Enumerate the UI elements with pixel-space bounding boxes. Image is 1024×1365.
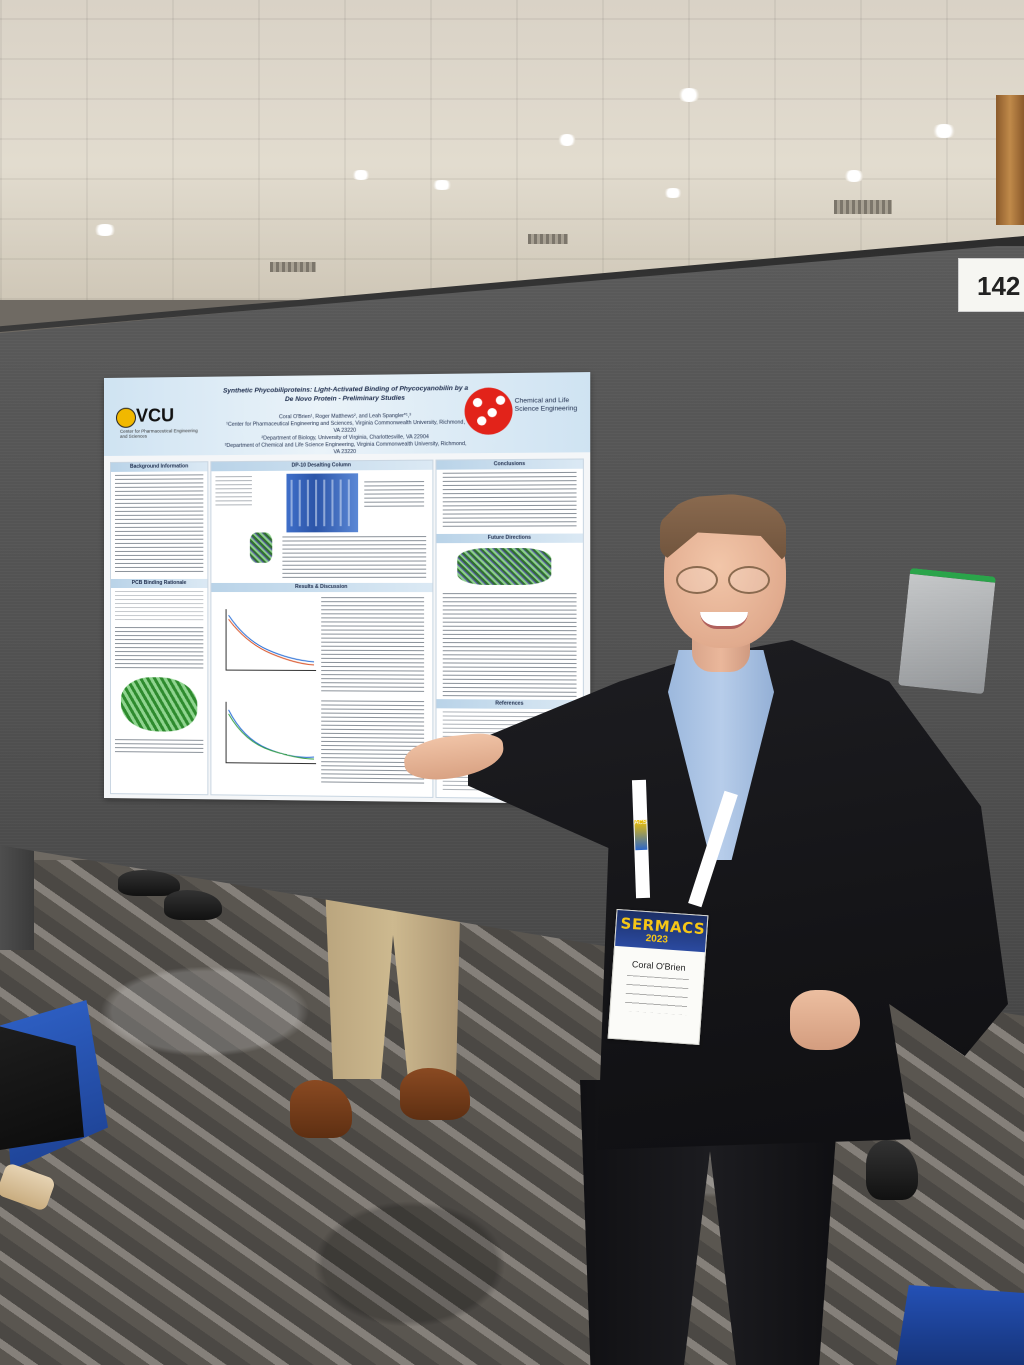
- ceiling-vent: [528, 234, 568, 244]
- badge-banner: SERMACS 2023: [615, 910, 707, 952]
- glasses-lens-icon: [676, 566, 718, 594]
- board-number-tag: 142: [958, 258, 1024, 312]
- ziploc-bag: [898, 568, 996, 694]
- background-person-leg: [0, 840, 34, 950]
- vcu-logo-text: VCU: [136, 405, 174, 426]
- vcu-seal-icon: [116, 408, 136, 428]
- absorbance-plot: [226, 702, 317, 764]
- poster-header: VCU Center for Pharmaceutical Engineerin…: [104, 372, 590, 456]
- ceiling-light: [676, 88, 702, 102]
- body-text: [115, 627, 203, 671]
- section-header: Background Information: [111, 462, 207, 472]
- poster-title: Synthetic Phycobiliproteins: Light-Activ…: [223, 384, 469, 405]
- molecule-structure: [115, 591, 203, 621]
- protein-structure-image: [121, 677, 197, 732]
- caption-text: [364, 481, 424, 508]
- badge-attendee-name: Coral O'Brien: [614, 958, 704, 974]
- ceiling-vent: [270, 262, 316, 272]
- absorbance-plot: [226, 609, 317, 671]
- body-text: [443, 472, 577, 530]
- poster-column-left: Background Information PCB Binding Ratio…: [110, 461, 208, 795]
- body-text: [282, 536, 426, 579]
- cls-logo-text: Chemical and Life Science Engineering: [515, 397, 589, 414]
- body-text: [321, 700, 424, 786]
- body-text: [443, 593, 577, 698]
- protein-structure-image: [457, 548, 551, 585]
- glasses-lens-icon: [728, 566, 770, 594]
- ceiling-light: [930, 124, 958, 138]
- poster-authors: Coral O'Brien¹, Roger Matthews², and Lea…: [223, 412, 469, 457]
- ceiling-light: [430, 180, 454, 190]
- vcu-logo-subtitle: Center for Pharmaceutical Engineering an…: [120, 428, 200, 439]
- section-header: Results & Discussion: [211, 583, 432, 592]
- body-text: [321, 597, 424, 695]
- body-text: [115, 474, 203, 575]
- section-header: Conclusions: [437, 460, 583, 470]
- caption-text: [115, 739, 203, 756]
- ceiling-light: [92, 224, 118, 236]
- vcu-logo: VCU Center for Pharmaceutical Engineerin…: [116, 405, 178, 442]
- section-header: PCB Binding Rationale: [111, 579, 207, 588]
- badge-details: [625, 975, 689, 1015]
- name-badge: SERMACS 2023 Coral O'Brien: [608, 909, 709, 1045]
- section-header: Future Directions: [437, 534, 583, 544]
- molecule-logo-icon: [465, 387, 513, 435]
- diagram-label: [215, 476, 251, 506]
- ceiling-vent: [834, 200, 892, 214]
- ceiling-light: [842, 170, 866, 182]
- blue-bag: [896, 1285, 1024, 1365]
- protein-diagram: [250, 532, 272, 562]
- poster-column-middle: DP-10 Desalting Column Results & Discuss…: [210, 460, 433, 798]
- sds-page-gel-image: [286, 473, 358, 532]
- section-header: DP-10 Desalting Column: [211, 461, 432, 472]
- ceiling-light: [350, 170, 372, 180]
- poster-affiliation: ³Department of Chemical and Life Science…: [223, 441, 469, 457]
- wood-wall-panel: [996, 95, 1024, 225]
- badge-event-year: 2023: [645, 933, 668, 946]
- acs-logo: ACS: [634, 820, 647, 850]
- ceiling-light: [556, 134, 578, 146]
- ceiling-light: [662, 188, 684, 198]
